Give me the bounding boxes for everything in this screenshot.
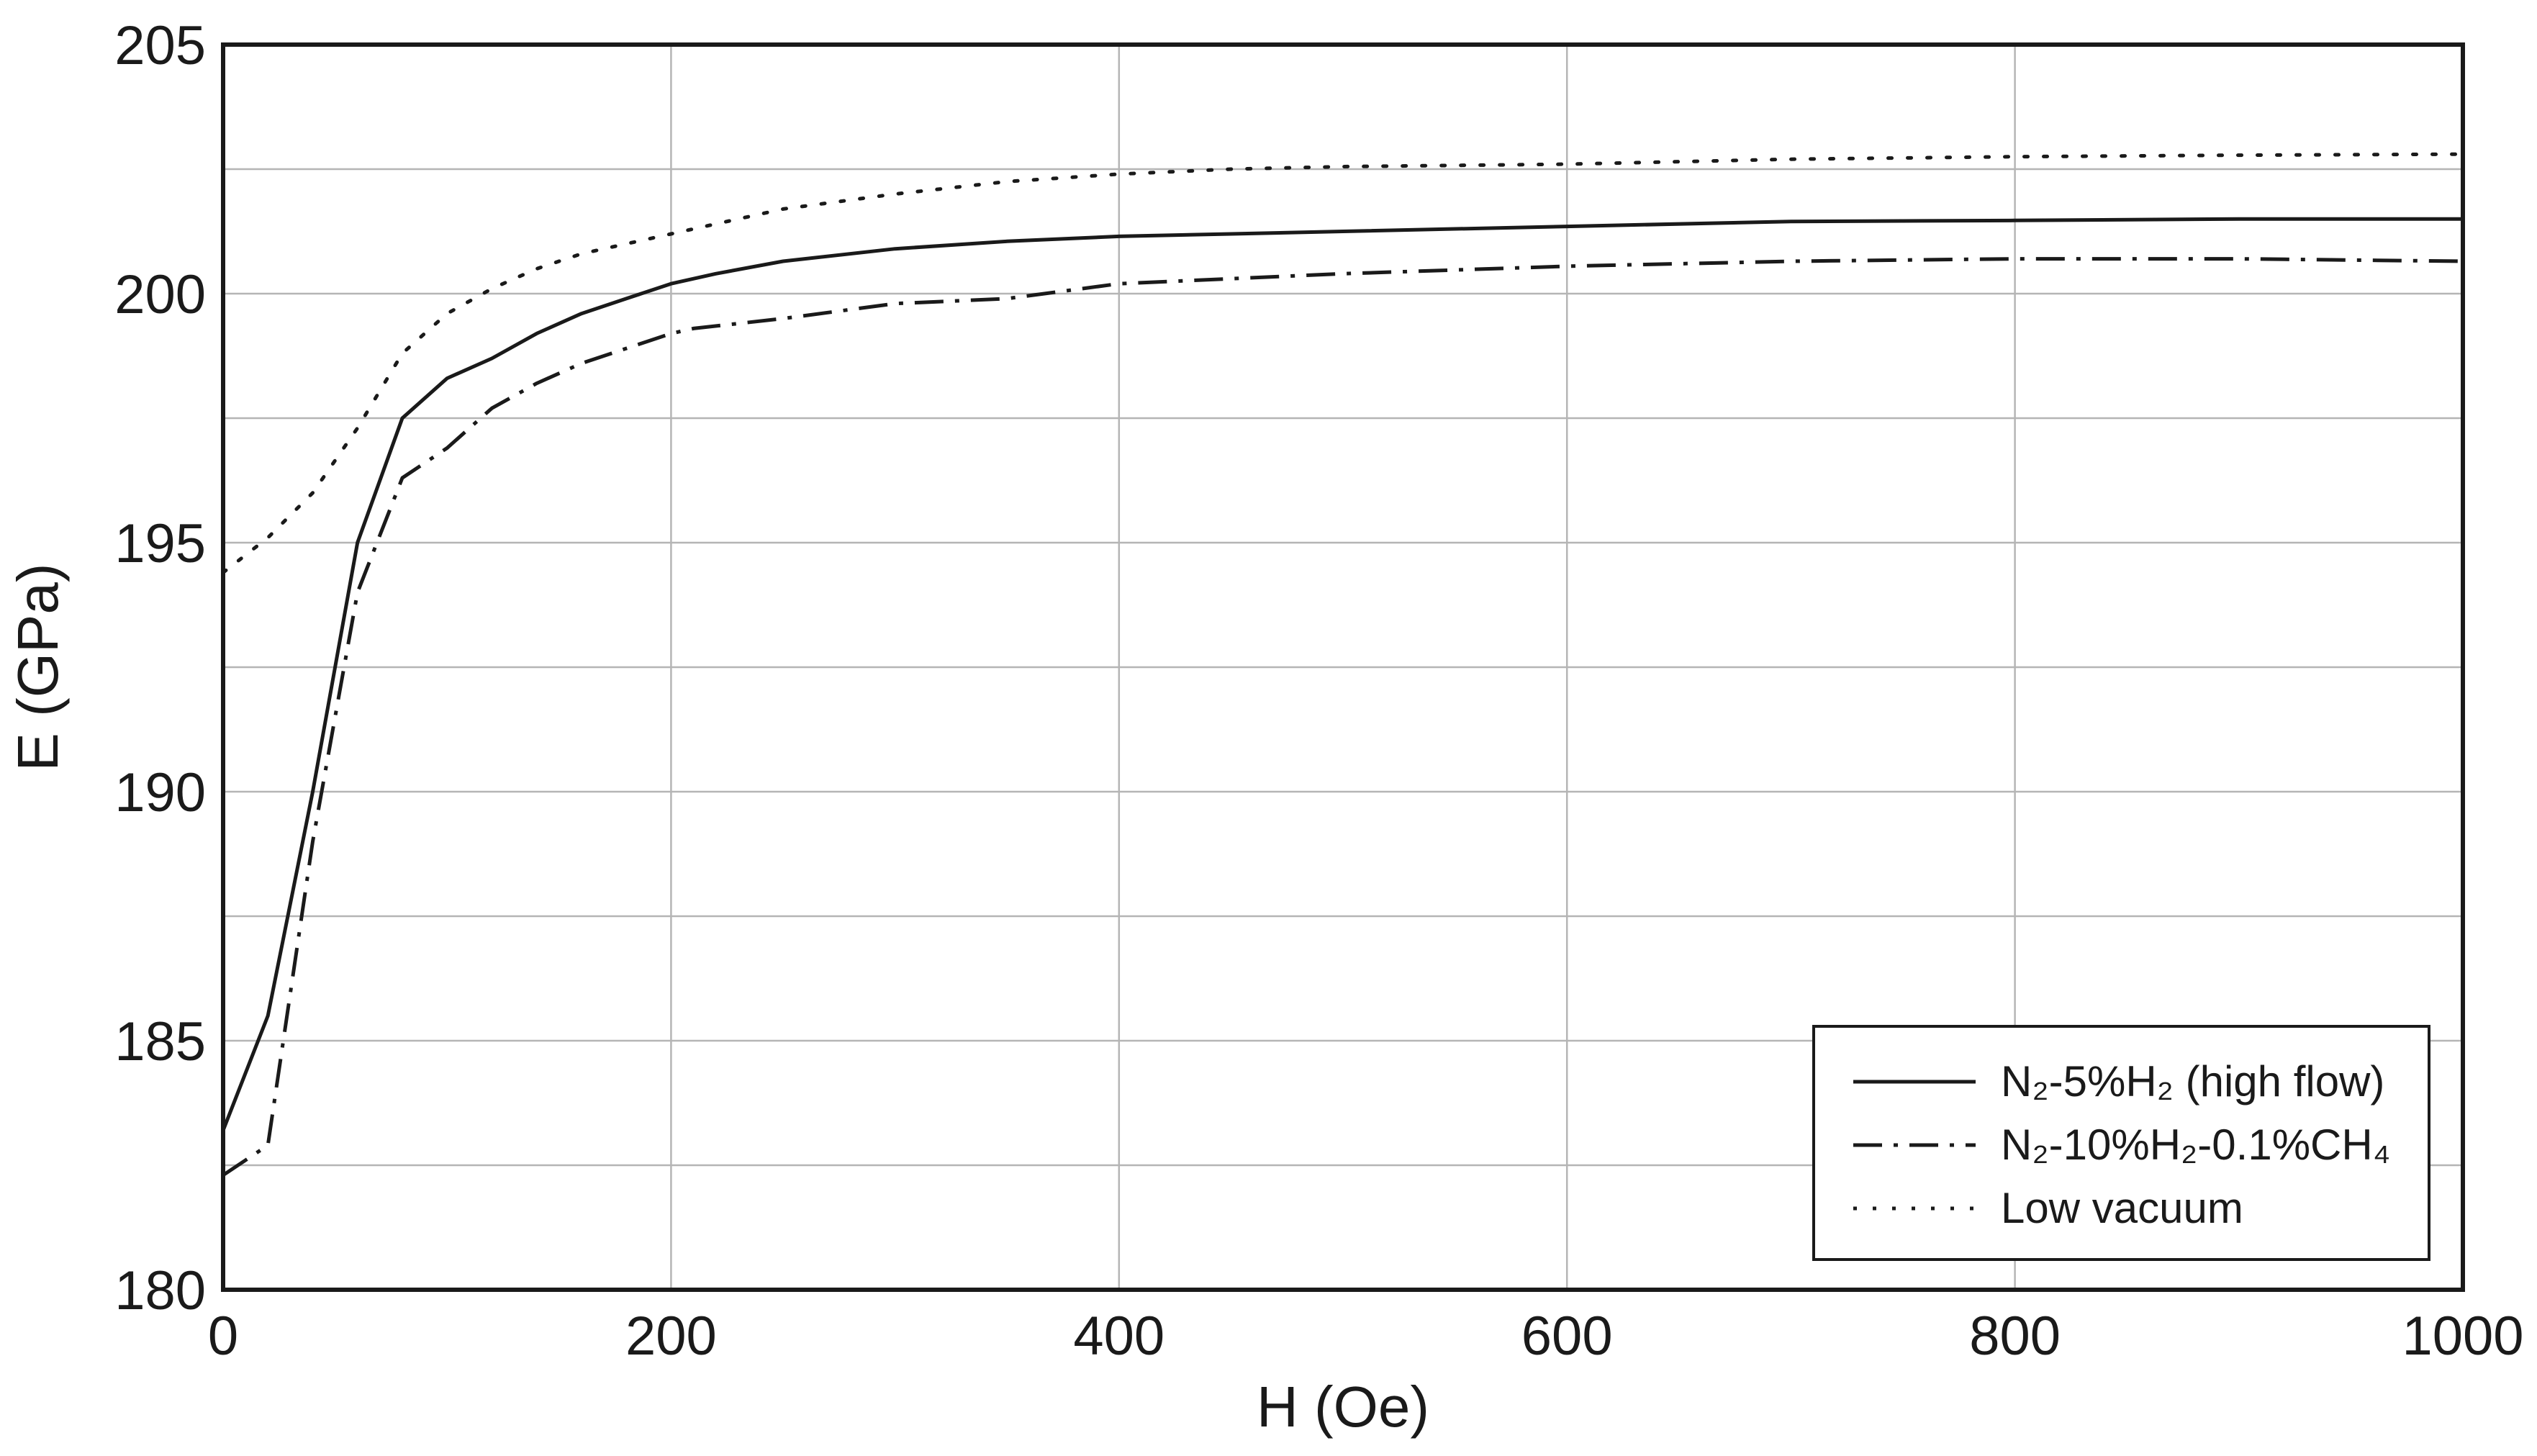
legend-label-series-1: N₂-5%H₂ (high flow) bbox=[2001, 1057, 2384, 1105]
x-tick-label: 200 bbox=[625, 1306, 717, 1367]
y-axis-ticks: 180 185 190 195 200 205 bbox=[114, 15, 206, 1321]
y-axis-label: E (GPa) bbox=[6, 564, 70, 772]
series-line-1 bbox=[221, 217, 2463, 1131]
y-tick-label: 205 bbox=[114, 15, 206, 76]
legend: N₂-5%H₂ (high flow) N₂-10%H₂-0.1%CH₄ Low… bbox=[1812, 1025, 2430, 1261]
x-tick-label: 1000 bbox=[2402, 1306, 2523, 1367]
y-tick-label: 180 bbox=[114, 1260, 206, 1321]
legend-label-series-3: Low vacuum bbox=[2001, 1184, 2243, 1232]
x-axis-label: H (Oe) bbox=[1257, 1375, 1429, 1439]
x-tick-label: 600 bbox=[1521, 1306, 1613, 1367]
legend-box bbox=[1812, 1025, 2430, 1261]
series-line-3 bbox=[221, 152, 2465, 574]
legend-label-series-2: N₂-10%H₂-0.1%CH₄ bbox=[2001, 1121, 2390, 1169]
x-tick-label: 800 bbox=[1969, 1306, 2061, 1367]
x-tick-label: 0 bbox=[208, 1306, 238, 1367]
gridlines bbox=[223, 45, 2463, 1290]
plot-frame bbox=[221, 42, 2465, 1292]
x-tick-label: 400 bbox=[1073, 1306, 1165, 1367]
y-tick-label: 195 bbox=[114, 513, 206, 574]
y-tick-label: 190 bbox=[114, 762, 206, 823]
x-axis-ticks: 0 200 400 600 800 1000 bbox=[208, 1306, 2524, 1367]
series-lines bbox=[221, 152, 2465, 1177]
y-tick-label: 185 bbox=[114, 1011, 206, 1072]
y-tick-label: 200 bbox=[114, 264, 206, 325]
series-line-2 bbox=[222, 257, 2464, 1177]
